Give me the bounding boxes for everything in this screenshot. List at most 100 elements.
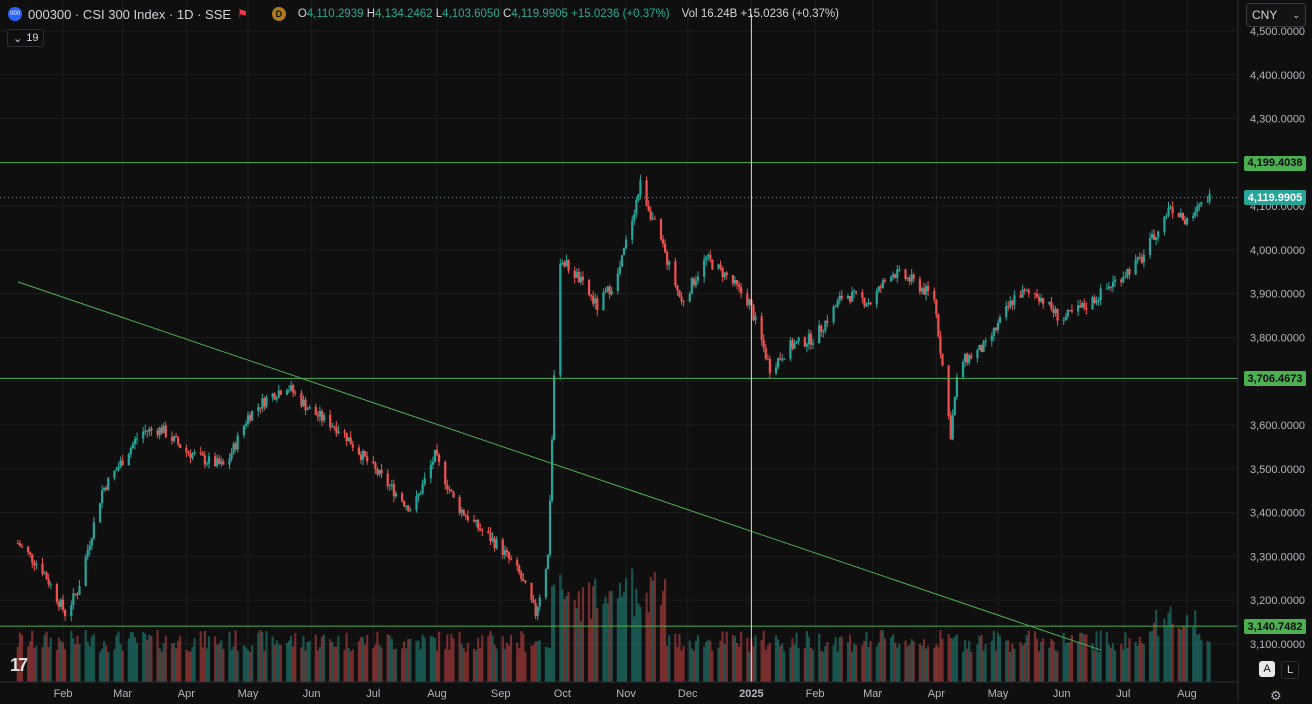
- volume-bar: [1167, 612, 1170, 682]
- symbol-title[interactable]: 000300 · CSI 300 Index · 1D · SSE: [28, 6, 232, 22]
- indicators-toggle-button[interactable]: ⌄ 19: [7, 29, 45, 47]
- volume-bar: [257, 632, 260, 682]
- candle-body: [495, 539, 498, 548]
- volume-bar: [236, 650, 239, 682]
- candle-body: [581, 276, 585, 281]
- x-tick-label: Dec: [678, 688, 698, 700]
- volume-bar: [616, 598, 619, 682]
- candle-body: [922, 288, 926, 295]
- auto-scale-button[interactable]: A: [1259, 661, 1275, 677]
- change-value: +15.0236 (+0.37%): [571, 8, 670, 20]
- volume-bar: [1064, 643, 1067, 682]
- candle-body: [649, 210, 652, 220]
- x-tick-label: Mar: [863, 688, 882, 700]
- candle-body: [472, 520, 476, 522]
- log-scale-button[interactable]: L: [1281, 661, 1299, 679]
- volume-bar: [275, 640, 278, 682]
- candle-body: [314, 406, 317, 416]
- volume-bar: [682, 645, 685, 682]
- x-tick-label: Jun: [303, 688, 321, 700]
- volume-bar: [333, 646, 336, 682]
- candle-body: [865, 304, 868, 306]
- candle-body: [1027, 290, 1030, 293]
- volume-bar: [472, 648, 476, 682]
- volume-bar: [764, 649, 767, 682]
- candle-body: [405, 505, 408, 507]
- close-value: 4,119.9905: [511, 8, 568, 20]
- candle-body: [635, 199, 638, 215]
- volume-bar: [285, 642, 289, 682]
- volume-bar: [1007, 640, 1010, 682]
- candle-body: [1183, 219, 1187, 225]
- candle-body: [452, 491, 455, 497]
- candle-body: [403, 501, 406, 506]
- volume-bar: [797, 647, 800, 682]
- candle-body: [507, 551, 511, 559]
- candle-body: [1181, 212, 1184, 220]
- volume-bar: [127, 638, 130, 682]
- candle-body: [487, 531, 490, 534]
- volume-bar: [199, 631, 202, 682]
- candle-body: [372, 461, 375, 464]
- volume-bar: [996, 632, 1000, 682]
- volume-bar: [49, 637, 52, 682]
- candle-body: [98, 503, 102, 523]
- volume-bar: [70, 630, 73, 682]
- open-value: 4,110.2939: [306, 8, 364, 20]
- volume-bar: [450, 634, 453, 682]
- volume-bar: [573, 599, 576, 682]
- volume-bar: [762, 630, 765, 682]
- candle-body: [201, 453, 204, 456]
- candle-body: [1140, 257, 1143, 263]
- candle-body: [869, 302, 872, 305]
- candle-body: [620, 255, 624, 267]
- volume-bar: [998, 636, 1002, 682]
- candle-body: [777, 358, 780, 368]
- volume-bar: [939, 630, 942, 682]
- volume-bar: [1033, 631, 1037, 682]
- currency-select[interactable]: CNY ⌄: [1246, 3, 1306, 27]
- volume-bar: [949, 638, 952, 682]
- volume-bar: [740, 631, 743, 682]
- volume-bar: [1097, 651, 1100, 682]
- candle-body: [376, 468, 379, 475]
- candle-body: [1177, 213, 1180, 218]
- volume-bar: [1136, 645, 1139, 682]
- volume-bar: [735, 642, 739, 682]
- volume-bar: [818, 633, 821, 682]
- candle-body: [1171, 207, 1174, 214]
- candle-body: [1005, 306, 1008, 318]
- candle-body: [524, 580, 527, 583]
- settings-gear-icon[interactable]: ⚙: [1270, 688, 1282, 703]
- volume-bar: [1124, 632, 1127, 682]
- volume-bar: [1062, 632, 1065, 682]
- volume-bar: [534, 641, 537, 682]
- candle-body: [904, 269, 907, 279]
- candle-body: [616, 273, 619, 291]
- candle-body: [894, 274, 897, 278]
- candle-body: [435, 449, 439, 455]
- candle-body: [70, 605, 73, 617]
- candle-body: [117, 466, 120, 470]
- candle-body: [953, 397, 956, 415]
- volume-bar: [840, 636, 843, 682]
- candle-body: [978, 345, 981, 350]
- volume-bar: [1150, 630, 1154, 682]
- x-tick-label: 2025: [739, 688, 763, 700]
- volume-bar: [809, 647, 813, 682]
- volume-bar: [349, 651, 352, 682]
- volume-bar: [867, 647, 870, 682]
- volume-bar: [503, 649, 506, 682]
- volume-bar: [766, 645, 769, 682]
- tradingview-logo-icon[interactable]: 17: [10, 655, 28, 675]
- volume-bar: [661, 590, 665, 682]
- volume-bar: [191, 646, 194, 682]
- candle-body: [961, 362, 965, 378]
- volume-bar: [1198, 633, 1201, 682]
- volume-bar: [31, 630, 34, 682]
- volume-bar: [703, 646, 706, 682]
- volume-bar: [980, 634, 983, 682]
- candles: [16, 174, 1211, 622]
- volume-bar: [1165, 625, 1168, 682]
